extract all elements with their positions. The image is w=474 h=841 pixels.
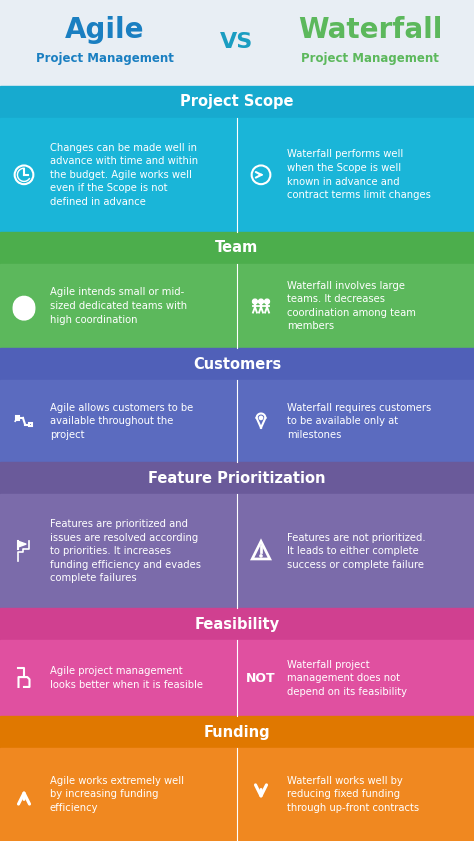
Text: Project Management: Project Management — [301, 51, 439, 65]
Circle shape — [259, 416, 263, 420]
Text: Agile intends small or mid-
sized dedicated teams with
high coordination: Agile intends small or mid- sized dedica… — [50, 288, 187, 325]
Circle shape — [259, 299, 264, 304]
Bar — [0, 640, 474, 717]
Text: Feasibility: Feasibility — [194, 616, 280, 632]
Text: NOT: NOT — [246, 672, 276, 685]
Bar — [0, 463, 474, 495]
Text: Waterfall involves large
teams. It decreases
coordination among team
members: Waterfall involves large teams. It decre… — [287, 281, 416, 331]
Polygon shape — [18, 542, 26, 547]
Bar — [0, 348, 474, 380]
Bar — [0, 380, 474, 463]
Text: Agile: Agile — [65, 16, 145, 44]
Circle shape — [260, 555, 262, 557]
Text: Waterfall: Waterfall — [298, 16, 442, 44]
Text: Feature Prioritization: Feature Prioritization — [148, 471, 326, 486]
Text: Features are prioritized and
issues are resolved according
to priorities. It inc: Features are prioritized and issues are … — [50, 519, 201, 584]
Bar — [16, 416, 19, 420]
Bar — [0, 495, 474, 608]
Bar — [0, 717, 474, 748]
Bar — [0, 0, 474, 86]
Text: Features are not prioritized.
It leads to either complete
success or complete fa: Features are not prioritized. It leads t… — [287, 532, 426, 570]
Text: Team: Team — [215, 241, 259, 256]
Text: Funding: Funding — [204, 725, 270, 739]
Text: Project Management: Project Management — [36, 51, 174, 65]
Circle shape — [264, 299, 270, 304]
Text: Agile allows customers to be
available throughout the
project: Agile allows customers to be available t… — [50, 403, 193, 440]
Text: Changes can be made well in
advance with time and within
the budget. Agile works: Changes can be made well in advance with… — [50, 143, 198, 207]
Text: VS: VS — [220, 32, 254, 52]
Text: Waterfall project
management does not
depend on its feasibility: Waterfall project management does not de… — [287, 659, 407, 696]
Bar — [0, 232, 474, 263]
Bar — [0, 748, 474, 841]
Bar — [0, 263, 474, 348]
Circle shape — [253, 299, 257, 304]
Bar — [0, 118, 474, 232]
Bar — [0, 86, 474, 118]
Circle shape — [21, 298, 27, 304]
Text: Waterfall performs well
when the Scope is well
known in advance and
contract ter: Waterfall performs well when the Scope i… — [287, 150, 431, 200]
Bar — [0, 608, 474, 640]
Text: Waterfall requires customers
to be available only at
milestones: Waterfall requires customers to be avail… — [287, 403, 431, 440]
Text: Customers: Customers — [193, 357, 281, 372]
Bar — [29, 423, 32, 426]
Text: Project Scope: Project Scope — [180, 94, 294, 109]
Text: Waterfall works well by
reducing fixed funding
through up-front contracts: Waterfall works well by reducing fixed f… — [287, 776, 419, 813]
Text: Agile works extremely well
by increasing funding
efficiency: Agile works extremely well by increasing… — [50, 776, 184, 813]
Text: Agile project management
looks better when it is feasible: Agile project management looks better wh… — [50, 666, 203, 690]
